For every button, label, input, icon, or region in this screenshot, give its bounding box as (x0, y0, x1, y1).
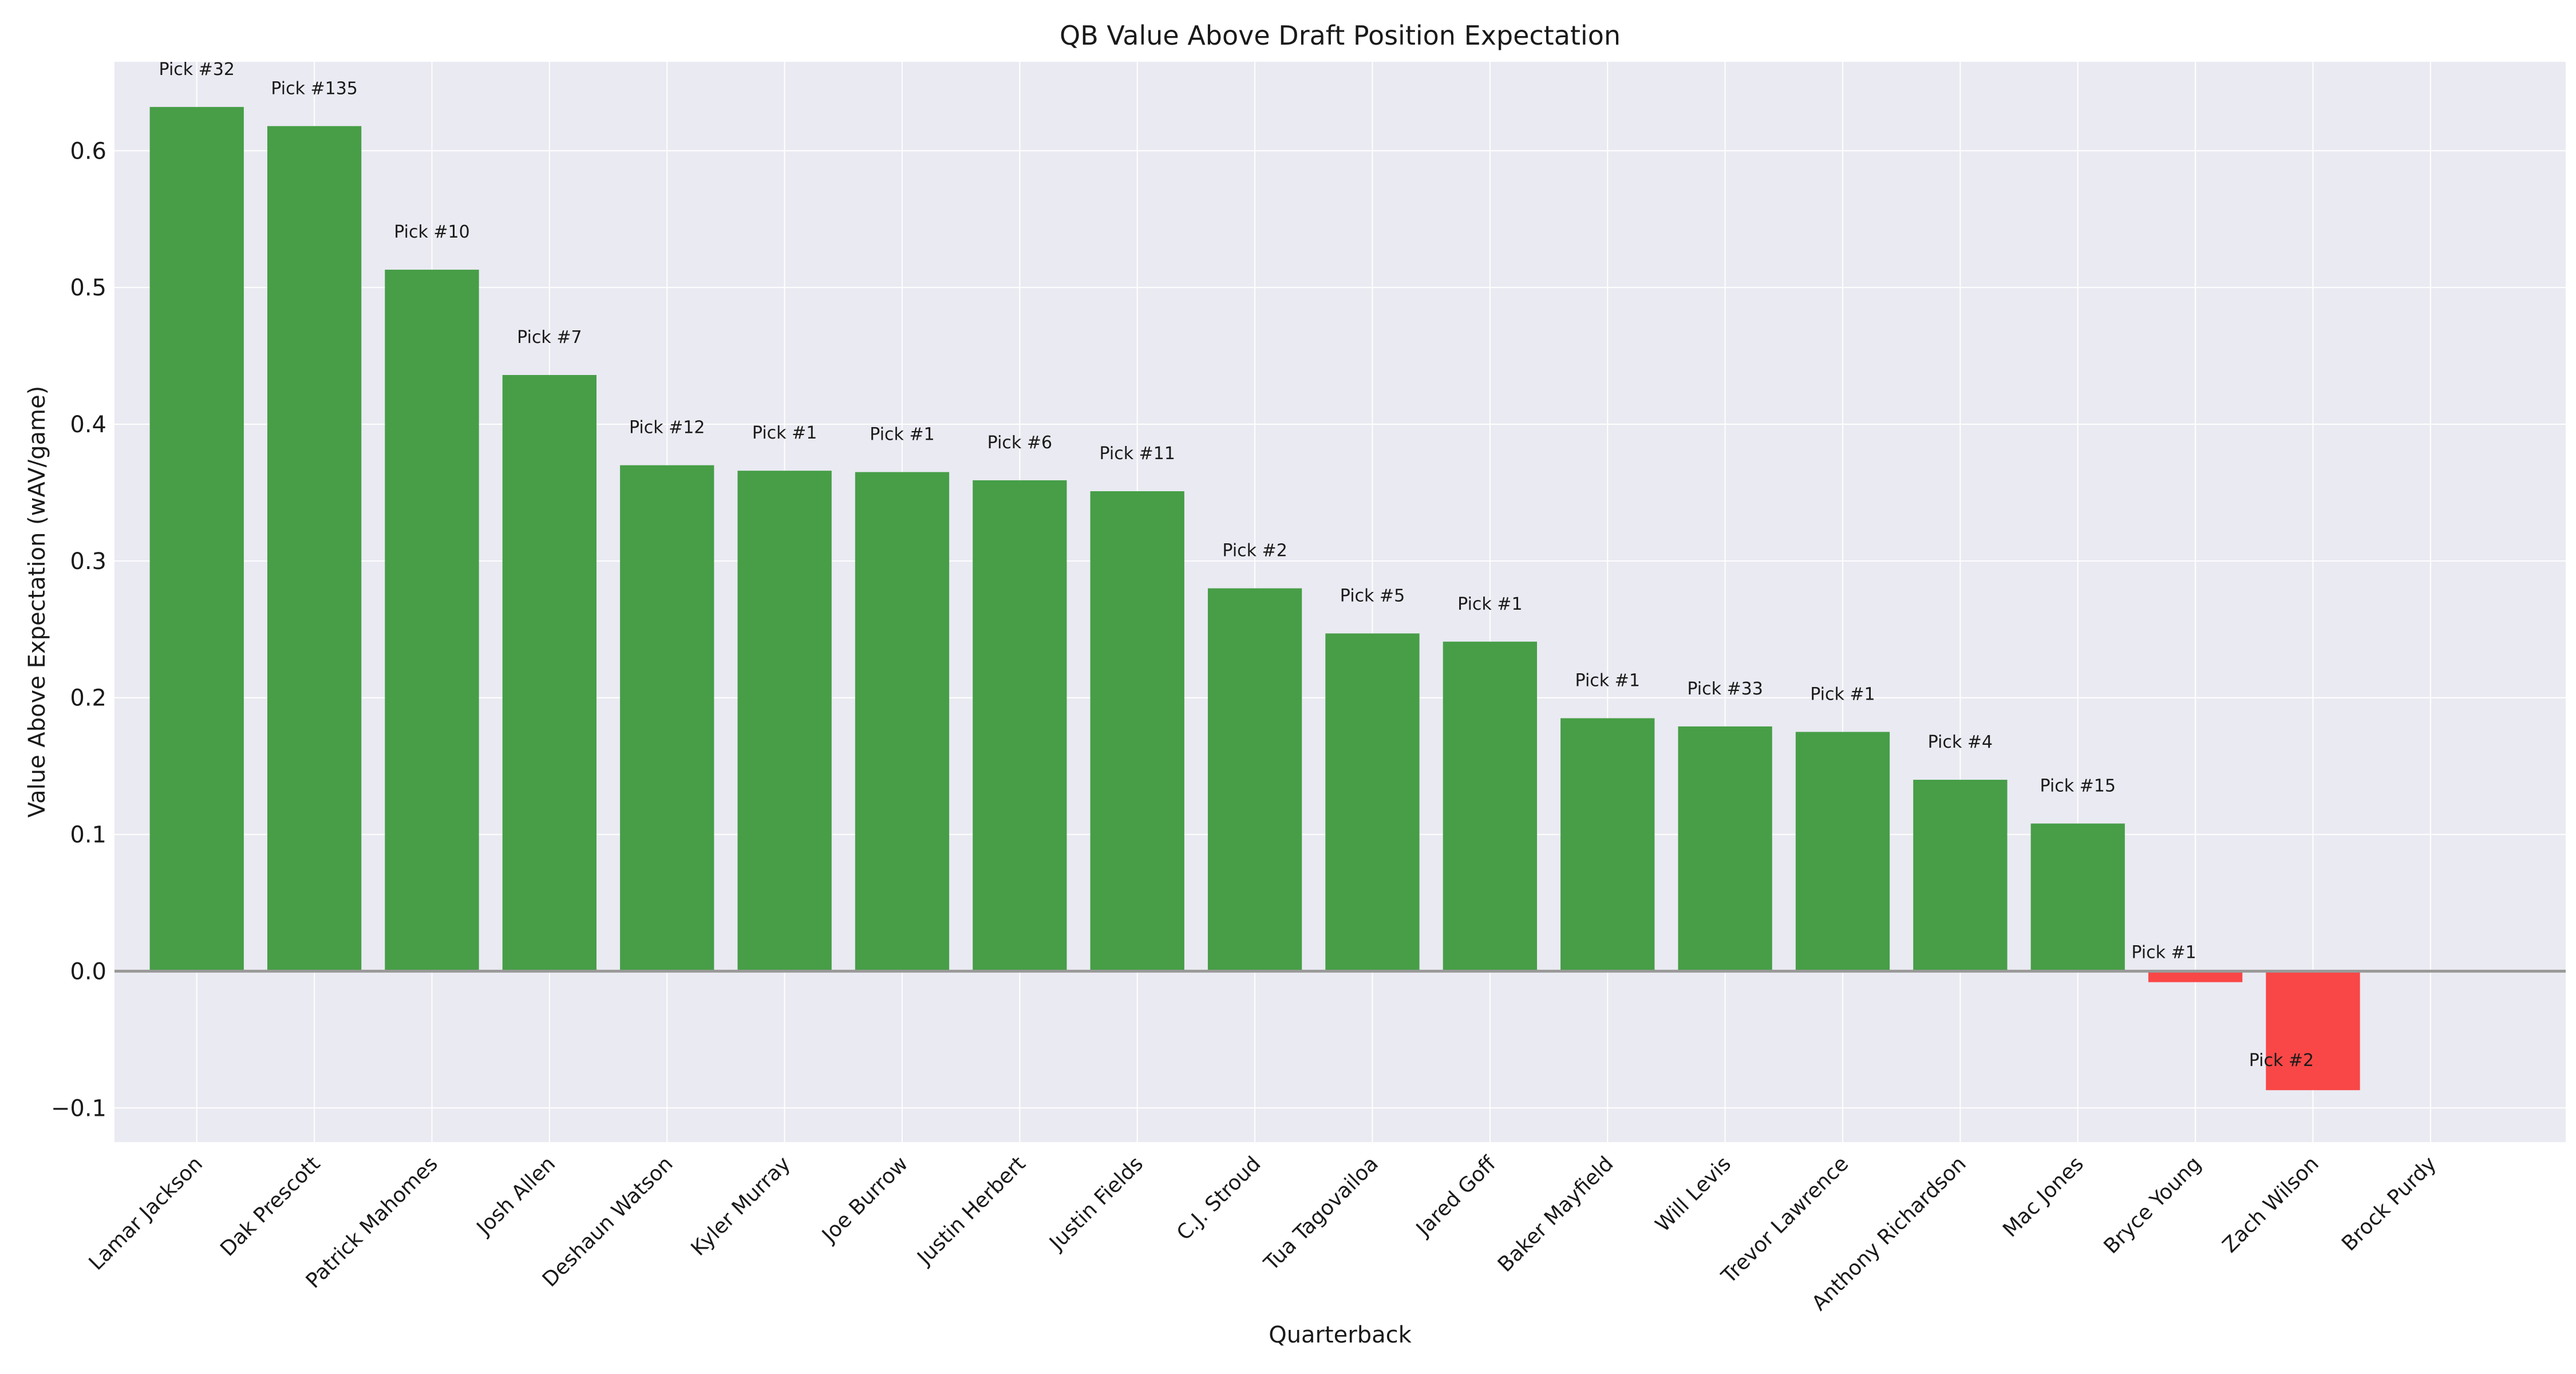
bar-anthony-richardson (1913, 780, 2008, 972)
bar-jared-goff (1443, 641, 1537, 972)
bar-bryce-young (2148, 971, 2243, 982)
y-tick-label: 0.1 (70, 822, 106, 848)
data-label: Pick #1 (752, 423, 817, 443)
bar-dak-prescott (267, 126, 362, 972)
bar-trevor-lawrence (1795, 732, 1890, 972)
y-axis-label: Value Above Expectation (wAV/game) (24, 386, 50, 818)
data-label: Pick #1 (1457, 594, 1522, 614)
bar-c-j-stroud (1207, 588, 1302, 972)
bar-lamar-jackson (149, 106, 244, 972)
bar-kyler-murray (737, 471, 832, 972)
data-label: Pick #1 (870, 425, 934, 445)
y-tick-label: 0.0 (70, 958, 106, 985)
y-tick-label: 0.6 (70, 138, 106, 164)
y-tick-label: 0.4 (70, 412, 106, 438)
y-tick-label: −0.1 (51, 1095, 106, 1122)
bar-baker-mayfield (1560, 718, 1655, 972)
data-label: Pick #32 (159, 60, 235, 80)
data-label: Pick #1 (1810, 684, 1875, 704)
data-label: Pick #2 (1222, 541, 1287, 561)
data-label: Pick #7 (517, 327, 582, 348)
bar-joe-burrow (855, 472, 950, 972)
bar-justin-herbert (973, 480, 1067, 972)
data-label: Pick #4 (1928, 732, 1993, 752)
y-axis-ticks: −0.1 0.0 0.1 0.2 0.3 0.4 0.5 0.6 (51, 138, 106, 1122)
bars (149, 106, 2360, 1091)
data-label: Pick #5 (1340, 586, 1405, 606)
data-label: Pick #12 (629, 418, 705, 438)
chart-title: QB Value Above Draft Position Expectatio… (1060, 20, 1621, 51)
x-axis-label: Quarterback (1269, 1322, 1412, 1348)
y-tick-label: 0.5 (70, 275, 106, 301)
bar-justin-fields (1090, 491, 1184, 972)
data-label: Pick #6 (987, 433, 1052, 453)
bar-mac-jones (2030, 823, 2125, 972)
data-label: Pick #33 (1687, 679, 1763, 699)
pick-labels: Pick #32 Pick #135 Pick #10 Pick #7 Pick #12… (159, 60, 2314, 1071)
bar-zach-wilson (2266, 971, 2360, 1091)
bar-tua-tagovailoa (1325, 633, 1420, 972)
bar-will-levis (1678, 726, 1772, 972)
bar-deshaun-watson (620, 465, 714, 972)
y-tick-label: 0.3 (70, 548, 106, 575)
data-label: Pick #2 (2249, 1051, 2314, 1071)
data-label: Pick #1 (1575, 671, 1640, 691)
data-label: Pick #15 (2040, 776, 2115, 796)
data-label: Pick #11 (1099, 444, 1175, 464)
data-label: Pick #135 (271, 78, 358, 98)
bar-josh-allen (502, 374, 597, 972)
data-label: Pick #1 (2131, 943, 2196, 963)
data-label: Pick #10 (394, 222, 469, 242)
bar-patrick-mahomes (385, 270, 479, 972)
y-tick-label: 0.2 (70, 685, 106, 712)
